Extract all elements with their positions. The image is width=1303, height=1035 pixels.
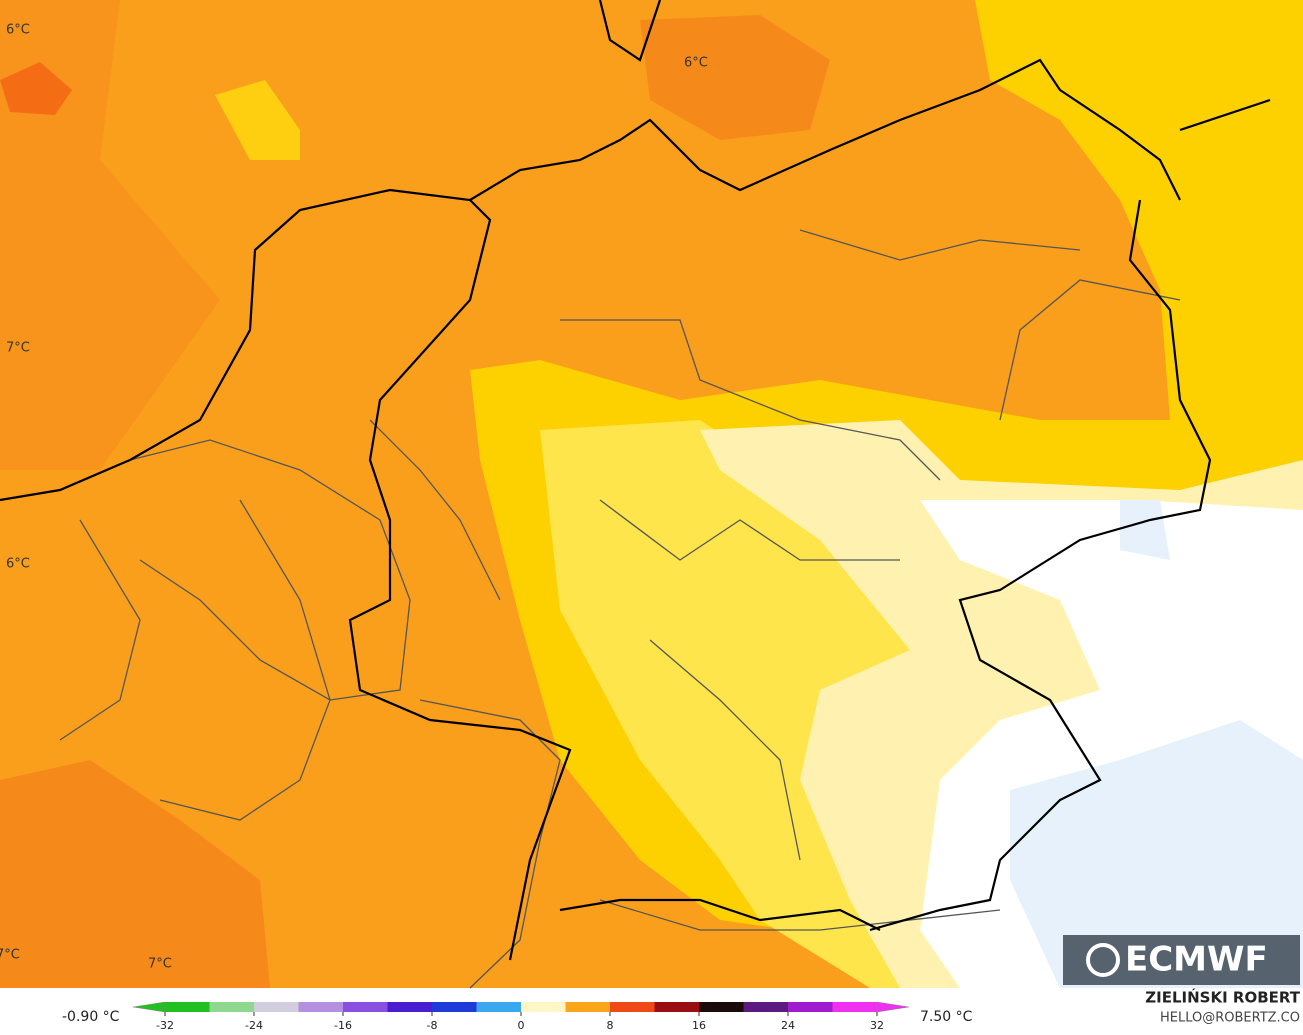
region-yellow <box>215 80 300 160</box>
logo-text: ECMWF <box>1125 940 1268 980</box>
colorbar-end <box>132 1001 166 1013</box>
temperature-label: 7°C <box>148 957 172 972</box>
colorbar-tick-label: -32 <box>156 1019 174 1032</box>
credit-contact: HELLO@ROBERTZ.CO <box>1160 1011 1300 1026</box>
colorbar-segment <box>343 1002 388 1012</box>
colorbar-min-label: -0.90 °C <box>62 1009 120 1025</box>
region-orange-dark <box>0 0 220 470</box>
admin-borders <box>59 229 1181 989</box>
temperature-label: 6°C <box>684 56 708 71</box>
region-light-blue <box>1010 720 1303 988</box>
colorbar-max-label: 7.50 °C <box>920 1009 973 1025</box>
colorbar-segment <box>209 1002 255 1012</box>
temperature-label: 7°C <box>6 341 30 356</box>
colorbar-segment <box>699 1002 744 1012</box>
colorbar-segment <box>832 1002 878 1012</box>
colorbar-end <box>876 1001 910 1013</box>
colorbar-segment <box>298 1002 344 1012</box>
colorbar-segment <box>387 1002 433 1012</box>
colorbar-segment <box>165 1002 210 1012</box>
logo-icon <box>1086 943 1120 977</box>
colorbar-segment <box>521 1002 566 1012</box>
colorbar-segment <box>743 1002 789 1012</box>
region-deep-orange <box>0 62 72 115</box>
colorbar-tick-label: -24 <box>245 1019 263 1032</box>
colorbar-tick-label: -16 <box>334 1019 352 1032</box>
region-deep-orange <box>0 760 270 988</box>
colorbar-tick-label: -8 <box>427 1019 438 1032</box>
colorbar-segment <box>476 1002 522 1012</box>
temperature-label: 6°C <box>6 557 30 572</box>
credit-author: ZIELIŃSKI ROBERT <box>1145 988 1300 1007</box>
temperature-label: 7°C <box>0 948 20 963</box>
colorbar-tick-label: 0 <box>518 1019 525 1032</box>
colorbar-tick-label: 32 <box>870 1019 884 1032</box>
region-deep-orange <box>640 15 830 140</box>
region-light-blue <box>1120 500 1170 560</box>
map-labels: 6°C 6°C 7°C 6°C 7°C 7°C <box>0 23 708 972</box>
colorbar-segment <box>254 1002 299 1012</box>
temperature-label: 6°C <box>6 23 30 38</box>
colorbar-tick-label: 16 <box>692 1019 706 1032</box>
colorbar-segment <box>432 1002 477 1012</box>
colorbar-segment <box>654 1002 700 1012</box>
colorbar-tick-label: 24 <box>781 1019 795 1032</box>
colorbar-tick-label: 8 <box>607 1019 614 1032</box>
colorbar-segment <box>788 1002 833 1012</box>
map <box>0 0 1303 989</box>
coastline-borders <box>0 0 1271 961</box>
colorbar-segment <box>565 1002 611 1012</box>
logo: ECMWF <box>1063 935 1300 985</box>
colorbar-segment <box>610 1002 655 1012</box>
colorbar: -0.90 °C 7.50 °C -32 -24 -16 -8 0 8 16 24 32 <box>62 1001 973 1032</box>
